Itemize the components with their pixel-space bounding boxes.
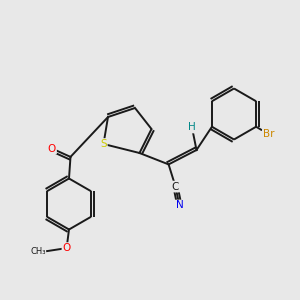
Text: O: O xyxy=(48,143,56,154)
Text: C: C xyxy=(172,182,179,192)
Text: Br: Br xyxy=(263,129,274,139)
Text: O: O xyxy=(62,243,71,253)
Text: S: S xyxy=(100,139,107,149)
Text: H: H xyxy=(188,122,196,133)
Text: CH₃: CH₃ xyxy=(30,247,46,256)
Text: N: N xyxy=(176,200,183,211)
